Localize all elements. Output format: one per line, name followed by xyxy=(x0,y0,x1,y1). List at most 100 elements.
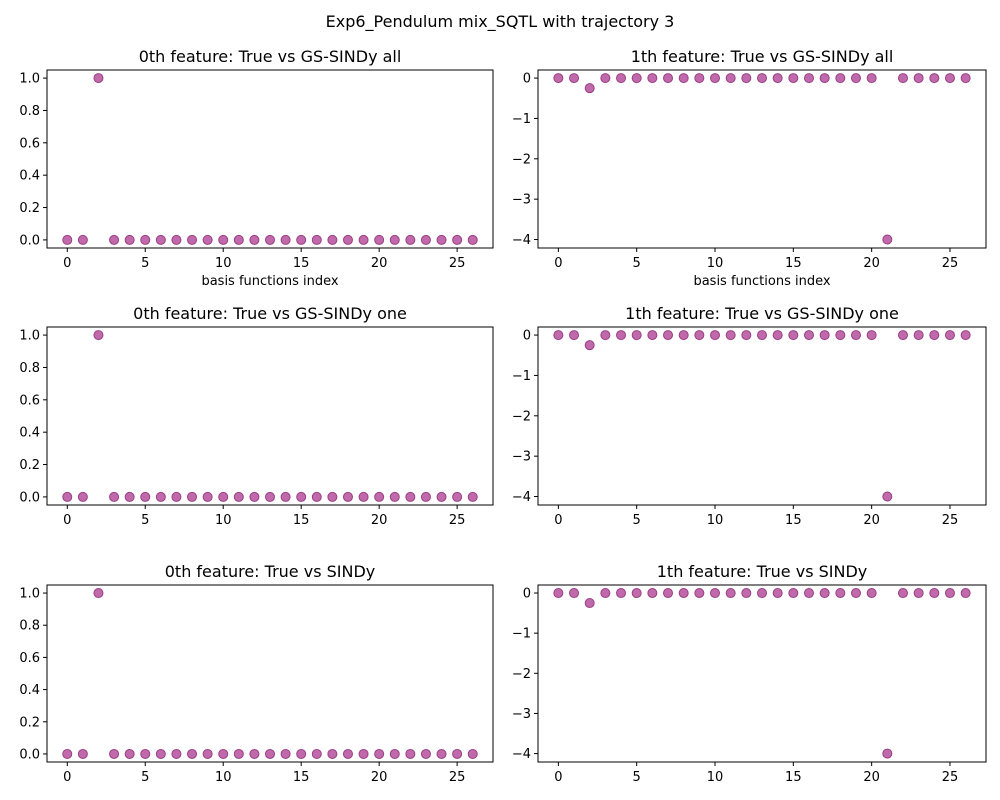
data-point xyxy=(467,234,478,245)
data-point xyxy=(202,748,213,759)
subplot-1: 1th feature: True vs GS-SINDy all 0 5 10 15 2… xyxy=(512,47,987,289)
subplot-title: 0th feature: True vs GS-SINDy one xyxy=(133,304,407,323)
x-tick-label: 15 xyxy=(785,770,802,785)
data-point xyxy=(944,73,955,84)
axes-frame xyxy=(46,326,494,506)
data-point xyxy=(218,234,229,245)
data-point xyxy=(710,588,721,599)
x-tick-label: 25 xyxy=(942,770,959,785)
data-point xyxy=(311,748,322,759)
y-tick-label: 1.0 xyxy=(19,72,40,87)
x-tick-label: 10 xyxy=(215,770,232,785)
data-point xyxy=(436,491,447,502)
subplot-title: 1th feature: True vs GS-SINDy one xyxy=(625,304,899,323)
data-point xyxy=(741,588,752,599)
subplot-title: 0th feature: True vs GS-SINDy all xyxy=(139,47,402,66)
y-tick-label: 1.0 xyxy=(19,587,40,602)
data-point xyxy=(694,330,705,341)
data-point xyxy=(171,491,182,502)
x-tick-label: 25 xyxy=(449,256,466,271)
data-point xyxy=(757,330,767,341)
data-point xyxy=(109,491,120,502)
data-point xyxy=(265,491,275,502)
x-tick-label: 0 xyxy=(554,770,562,785)
data-point xyxy=(342,234,353,245)
data-point xyxy=(265,748,275,759)
data-point xyxy=(436,234,447,245)
data-point xyxy=(929,588,940,599)
axes-frame xyxy=(46,584,494,763)
data-point xyxy=(835,73,846,84)
data-point xyxy=(452,234,463,245)
data-point xyxy=(897,330,908,341)
data-point xyxy=(249,234,260,245)
subplot-title: 1th feature: True vs SINDy xyxy=(657,562,868,581)
data-point xyxy=(420,234,431,245)
data-point xyxy=(187,491,198,502)
y-tick-label: 0.2 xyxy=(19,201,40,216)
data-point xyxy=(358,748,369,759)
data-point xyxy=(389,491,400,502)
data-point xyxy=(663,330,674,341)
y-tick-label: 0.8 xyxy=(19,104,40,119)
x-tick-label: 15 xyxy=(293,513,310,528)
subplot-3: 1th feature: True vs GS-SINDy one 0 5 10 15 2… xyxy=(512,304,987,528)
data-point xyxy=(678,588,689,599)
data-point xyxy=(788,588,799,599)
y-tick-label: 0.2 xyxy=(19,458,40,473)
x-tick-label: 25 xyxy=(942,513,959,528)
x-tick-label: 20 xyxy=(371,770,388,785)
y-tick-label: −4 xyxy=(512,490,531,505)
data-point xyxy=(803,588,814,599)
data-point xyxy=(405,491,416,502)
data-point xyxy=(631,588,642,599)
data-point xyxy=(866,330,877,341)
data-point xyxy=(819,330,830,341)
data-point xyxy=(233,234,244,245)
data-point xyxy=(342,748,353,759)
data-point xyxy=(342,491,353,502)
x-tick-label: 0 xyxy=(63,770,71,785)
x-axis-label: basis functions index xyxy=(693,274,830,289)
data-point xyxy=(788,73,799,84)
data-point xyxy=(835,330,846,341)
data-point xyxy=(678,330,689,341)
data-point xyxy=(663,73,674,84)
y-tick-label: −3 xyxy=(512,707,531,722)
y-tick-label: −1 xyxy=(512,627,531,642)
data-point xyxy=(296,748,307,759)
data-point xyxy=(327,748,338,759)
x-tick-label: 15 xyxy=(785,513,802,528)
data-point xyxy=(929,73,940,84)
x-tick-label: 20 xyxy=(863,770,880,785)
data-point xyxy=(819,588,830,599)
y-tick-label: 0 xyxy=(523,587,531,602)
x-tick-label: 15 xyxy=(293,256,310,271)
x-tick-label: 25 xyxy=(942,256,959,271)
x-tick-label: 10 xyxy=(707,770,724,785)
data-point xyxy=(850,588,861,599)
y-tick-label: −1 xyxy=(512,112,531,127)
y-tick-label: 0.8 xyxy=(19,619,40,634)
data-point xyxy=(616,588,627,599)
data-point xyxy=(124,234,135,245)
data-point xyxy=(694,588,705,599)
data-point xyxy=(280,491,291,502)
y-tick-label: −2 xyxy=(512,152,531,167)
data-point xyxy=(960,73,971,84)
x-tick-label: 0 xyxy=(63,513,71,528)
data-point xyxy=(265,234,275,245)
data-point xyxy=(280,234,291,245)
data-point xyxy=(757,73,767,84)
data-point xyxy=(725,330,736,341)
data-point xyxy=(249,491,260,502)
data-point xyxy=(584,83,595,94)
data-point xyxy=(600,588,611,599)
subplot-title: 1th feature: True vs GS-SINDy all xyxy=(631,47,894,66)
y-tick-label: 0.4 xyxy=(19,169,40,184)
y-tick-label: −3 xyxy=(512,193,531,208)
x-tick-label: 0 xyxy=(554,256,562,271)
data-point xyxy=(850,73,861,84)
y-tick-label: 0.4 xyxy=(19,426,40,441)
data-point xyxy=(584,340,595,351)
